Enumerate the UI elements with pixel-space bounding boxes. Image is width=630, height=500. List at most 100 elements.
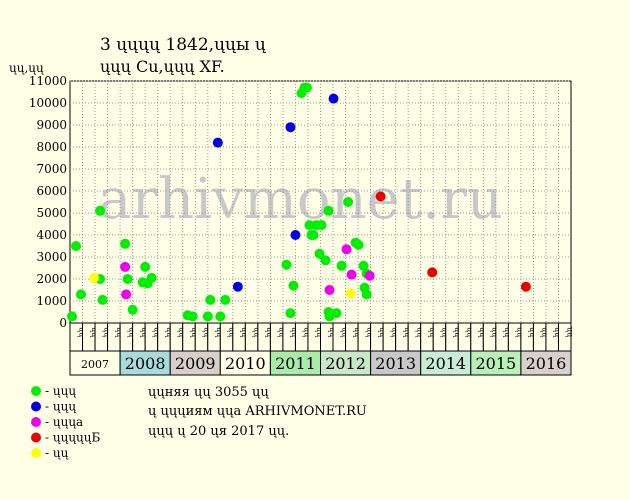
data-point <box>215 311 226 322</box>
half-year-label: ųų <box>466 327 475 338</box>
data-point <box>314 248 325 259</box>
half-year-label: ųų <box>503 327 512 338</box>
y-tick-label: 10000 <box>29 96 67 110</box>
data-point <box>520 281 531 292</box>
data-point <box>290 230 301 240</box>
y-tick-label: 9000 <box>36 118 67 132</box>
year-label: 2016 <box>526 354 567 373</box>
half-year-label: ųų <box>315 327 324 338</box>
data-point <box>146 272 157 283</box>
y-tick-label: 6000 <box>36 184 67 198</box>
data-point <box>341 244 352 255</box>
data-point <box>288 280 299 291</box>
y-axis-label: ųų,ųų <box>9 61 44 75</box>
half-year-label: ųų <box>528 327 537 338</box>
half-year-label: ųų <box>140 327 149 338</box>
year-band <box>219 350 271 376</box>
y-tick-label: 5000 <box>36 206 67 220</box>
legend-marker <box>31 432 41 443</box>
year-band <box>69 350 121 376</box>
year-label: 2014 <box>425 354 466 373</box>
half-year-label: ųų <box>127 327 136 338</box>
data-point <box>71 241 82 251</box>
legend: - ųųų- ųųų- ųųųa- ųųųųųБ- ųų <box>31 384 101 460</box>
data-point <box>304 220 315 231</box>
data-point <box>127 304 138 315</box>
year-label: 2011 <box>275 354 316 373</box>
half-year-label: ųų <box>478 327 487 338</box>
half-year-label: ųų <box>228 327 237 338</box>
year-band <box>520 350 572 376</box>
data-point <box>308 230 319 240</box>
half-year-label: ųų <box>491 327 500 338</box>
year-label: 2012 <box>325 354 366 373</box>
data-point <box>97 294 108 305</box>
half-year-label: ųų <box>403 327 412 338</box>
data-point <box>364 270 375 281</box>
half-year-label: ųų <box>290 327 299 338</box>
half-year-label: ųų <box>340 327 349 338</box>
data-point <box>122 274 133 284</box>
data-point <box>281 259 292 270</box>
year-label: 2015 <box>475 354 516 373</box>
data-point <box>316 220 327 231</box>
watermark: arhivmonet.ru <box>98 167 503 232</box>
legend-label: - ųųų <box>45 384 76 398</box>
legend-label: - ųųųa <box>45 415 83 429</box>
half-year-label: ųų <box>415 327 424 338</box>
data-point <box>361 289 372 300</box>
data-points <box>67 82 531 322</box>
data-point <box>120 238 131 249</box>
half-year-label: ųų <box>390 327 399 338</box>
chart-title-line1: 3 ųųųų 1842,ųųы ų <box>100 35 266 55</box>
data-point <box>285 122 296 133</box>
data-point <box>301 82 312 93</box>
year-label: 2013 <box>375 354 416 373</box>
data-point <box>346 269 357 280</box>
half-year-label: ųų <box>102 327 111 338</box>
year-band <box>320 350 372 376</box>
year-band <box>470 350 522 376</box>
footer-line3: ųųų ų 20 ųя 2017 ųų. <box>148 424 289 439</box>
data-point <box>187 311 198 322</box>
data-point <box>331 308 342 319</box>
year-label: 2008 <box>125 354 166 373</box>
half-year-label: ųų <box>240 327 249 338</box>
data-point <box>375 191 386 202</box>
footer-line2: ų ųųųиям ųųa ARHIVMONET.RU <box>148 404 367 419</box>
half-year-label: ųų <box>353 327 362 338</box>
data-point <box>95 205 106 216</box>
half-year-label: ųų <box>115 327 124 338</box>
half-year-label: ųų <box>90 327 99 338</box>
year-band <box>420 350 472 376</box>
legend-marker <box>31 417 41 427</box>
year-label: 2010 <box>225 354 266 373</box>
y-axis: 0 1000 2000 3000 4000 5000 6000 7000 8000 9000 100… <box>29 74 67 330</box>
year-band <box>370 350 422 376</box>
half-year-label: ųų <box>278 327 287 338</box>
data-point <box>323 205 334 216</box>
half-year-label: ųų <box>203 327 212 338</box>
y-tick-label: 1000 <box>36 294 67 308</box>
half-year-label: ųų <box>328 327 337 338</box>
data-point <box>121 289 132 300</box>
data-point <box>324 285 335 295</box>
year-band <box>169 350 221 376</box>
half-year-label: ųų <box>566 327 575 338</box>
footer-line1: ųųняя ųų 3055 ųų <box>148 385 269 400</box>
data-point <box>285 308 296 319</box>
data-point <box>345 288 356 299</box>
data-point <box>67 311 78 322</box>
y-tick-label: 2000 <box>36 272 67 286</box>
year-label: 2009 <box>175 354 216 373</box>
data-point <box>76 289 87 300</box>
half-year-label: ųų <box>215 327 224 338</box>
half-year-label: ųų <box>516 327 525 338</box>
data-point <box>328 93 339 104</box>
legend-marker <box>31 448 41 458</box>
data-point <box>343 197 354 207</box>
legend-label: - ųųų <box>45 400 76 414</box>
y-tick-label: 7000 <box>36 162 67 176</box>
y-tick-label: 3000 <box>36 250 67 264</box>
